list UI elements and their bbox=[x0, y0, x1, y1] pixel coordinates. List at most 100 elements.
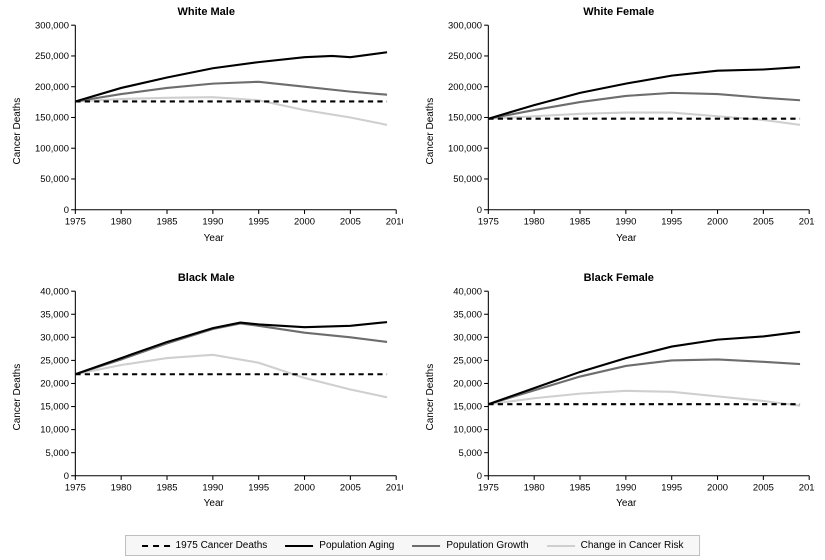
x-tick-label: 1985 bbox=[569, 215, 590, 226]
x-tick-label: 2005 bbox=[340, 215, 361, 226]
legend-item-risk: Change in Cancer Risk bbox=[547, 540, 684, 551]
panel-white-male: White Male Cancer Deaths 0 50,000 100,000 150… bbox=[10, 6, 403, 260]
series-risk bbox=[75, 354, 387, 396]
y-tick-label: 15,000 bbox=[453, 400, 482, 411]
x-tick-label: 2000 bbox=[294, 481, 315, 492]
x-tick-label: 1980 bbox=[523, 481, 544, 492]
legend-item-baseline: 1975 Cancer Deaths bbox=[142, 540, 268, 551]
x-tick-label: 1980 bbox=[111, 215, 132, 226]
y-tick-label: 0 bbox=[64, 469, 69, 480]
y-tick-label: 35,000 bbox=[453, 308, 482, 319]
legend: 1975 Cancer Deaths Population Aging Popula… bbox=[125, 535, 701, 556]
x-tick-label: 1985 bbox=[157, 481, 178, 492]
plot-area: 0 50,000 100,000 150,000 200,000 250,000 300,0… bbox=[438, 21, 816, 231]
panel-title: White Male bbox=[10, 6, 403, 18]
plot-area: 0 50,000 100,000 150,000 200,000 250,000 300,0… bbox=[25, 21, 403, 231]
legend-label: Change in Cancer Risk bbox=[581, 540, 684, 551]
y-tick-label: 150,000 bbox=[447, 112, 481, 123]
y-tick-label: 25,000 bbox=[453, 354, 482, 365]
legend-item-aging: Population Aging bbox=[285, 540, 394, 551]
x-tick-label: 2010 bbox=[798, 215, 815, 226]
y-tick-label: 30,000 bbox=[40, 331, 69, 342]
x-tick-label: 1990 bbox=[202, 215, 223, 226]
panel-black-male: Black Male Cancer Deaths 0 5,000 10,000 15,00… bbox=[10, 272, 403, 526]
y-tick-label: 20,000 bbox=[40, 377, 69, 388]
y-tick-label: 50,000 bbox=[40, 173, 69, 184]
y-tick-label: 40,000 bbox=[40, 287, 69, 296]
legend-swatch-icon bbox=[285, 545, 313, 547]
y-tick-label: 200,000 bbox=[447, 81, 481, 92]
x-tick-label: 1975 bbox=[65, 215, 86, 226]
x-tick-label: 2010 bbox=[386, 215, 403, 226]
x-tick-label: 2005 bbox=[752, 215, 773, 226]
y-tick-label: 25,000 bbox=[40, 354, 69, 365]
panel-title: Black Female bbox=[423, 272, 816, 284]
y-tick-label: 300,000 bbox=[447, 21, 481, 30]
legend-label: 1975 Cancer Deaths bbox=[176, 540, 268, 551]
x-tick-label: 2000 bbox=[707, 215, 728, 226]
y-tick-label: 35,000 bbox=[40, 308, 69, 319]
y-tick-label: 0 bbox=[64, 204, 69, 215]
x-axis-label: Year bbox=[25, 498, 403, 509]
panel-title: Black Male bbox=[10, 272, 403, 284]
x-tick-label: 1980 bbox=[111, 481, 132, 492]
x-tick-label: 1995 bbox=[661, 481, 682, 492]
y-tick-label: 10,000 bbox=[453, 423, 482, 434]
plot-area: 0 5,000 10,000 15,000 20,000 25,000 30,000 35,0… bbox=[25, 287, 403, 497]
legend-swatch-icon bbox=[547, 545, 575, 547]
chart-grid: White Male Cancer Deaths 0 50,000 100,000 150… bbox=[0, 0, 825, 525]
x-axis-label: Year bbox=[438, 498, 816, 509]
x-tick-label: 1990 bbox=[202, 481, 223, 492]
x-tick-label: 2000 bbox=[294, 215, 315, 226]
x-tick-label: 2005 bbox=[752, 481, 773, 492]
x-tick-label: 1990 bbox=[615, 215, 636, 226]
y-tick-label: 5,000 bbox=[45, 446, 69, 457]
series-growth bbox=[75, 323, 387, 374]
panel-white-female: White Female Cancer Deaths 0 50,000 100,000 1… bbox=[423, 6, 816, 260]
x-tick-label: 2005 bbox=[340, 481, 361, 492]
legend-label: Population Growth bbox=[446, 540, 528, 551]
y-axis-label: Cancer Deaths bbox=[423, 287, 438, 507]
x-tick-label: 1975 bbox=[65, 481, 86, 492]
legend-label: Population Aging bbox=[319, 540, 394, 551]
x-tick-label: 1995 bbox=[248, 481, 269, 492]
y-tick-label: 0 bbox=[476, 469, 481, 480]
legend-swatch-icon bbox=[412, 545, 440, 547]
x-tick-label: 1985 bbox=[569, 481, 590, 492]
y-tick-label: 250,000 bbox=[35, 50, 69, 61]
series-aging bbox=[488, 331, 800, 403]
x-tick-label: 1990 bbox=[615, 481, 636, 492]
x-tick-label: 1975 bbox=[477, 481, 498, 492]
x-tick-label: 2000 bbox=[707, 481, 728, 492]
legend-swatch-icon bbox=[142, 545, 170, 547]
y-tick-label: 50,000 bbox=[453, 173, 482, 184]
y-tick-label: 100,000 bbox=[35, 142, 69, 153]
panel-title: White Female bbox=[423, 6, 816, 18]
y-tick-label: 300,000 bbox=[35, 21, 69, 30]
y-tick-label: 200,000 bbox=[35, 81, 69, 92]
x-axis-label: Year bbox=[25, 233, 403, 244]
y-axis-label: Cancer Deaths bbox=[423, 21, 438, 241]
x-tick-label: 1980 bbox=[523, 215, 544, 226]
y-axis-label: Cancer Deaths bbox=[10, 21, 25, 241]
x-axis-label: Year bbox=[438, 233, 816, 244]
y-axis-label: Cancer Deaths bbox=[10, 287, 25, 507]
y-tick-label: 10,000 bbox=[40, 423, 69, 434]
y-tick-label: 150,000 bbox=[35, 112, 69, 123]
y-tick-label: 30,000 bbox=[453, 331, 482, 342]
legend-item-growth: Population Growth bbox=[412, 540, 528, 551]
y-tick-label: 100,000 bbox=[447, 142, 481, 153]
x-tick-label: 2010 bbox=[798, 481, 815, 492]
x-tick-label: 1975 bbox=[477, 215, 498, 226]
y-tick-label: 20,000 bbox=[453, 377, 482, 388]
x-tick-label: 1995 bbox=[248, 215, 269, 226]
x-tick-label: 1995 bbox=[661, 215, 682, 226]
x-tick-label: 1985 bbox=[157, 215, 178, 226]
y-tick-label: 40,000 bbox=[453, 287, 482, 296]
plot-area: 0 5,000 10,000 15,000 20,000 25,000 30,000 35,0… bbox=[438, 287, 816, 497]
y-tick-label: 5,000 bbox=[458, 446, 482, 457]
y-tick-label: 250,000 bbox=[447, 50, 481, 61]
series-aging bbox=[75, 322, 387, 374]
y-tick-label: 15,000 bbox=[40, 400, 69, 411]
y-tick-label: 0 bbox=[476, 204, 481, 215]
